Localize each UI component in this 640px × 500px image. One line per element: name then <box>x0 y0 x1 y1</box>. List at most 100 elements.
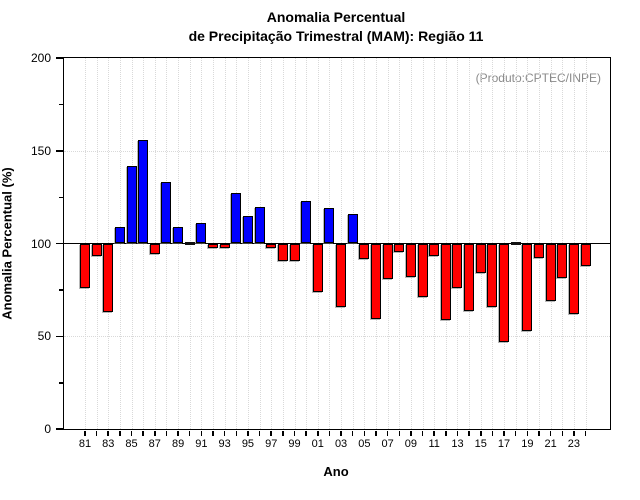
chart-title: Anomalia Percentual de Precipitação Trim… <box>63 8 609 46</box>
x-tick <box>468 430 470 436</box>
bar-1995 <box>242 215 253 244</box>
bar-2006 <box>371 243 381 319</box>
x-tick-label: 13 <box>451 438 464 450</box>
chart-title-line2: de Precipitação Trimestral (MAM): Região… <box>188 28 484 44</box>
bar-2002 <box>324 208 335 244</box>
bar-1987 <box>149 243 160 254</box>
bar-1985 <box>126 165 137 244</box>
x-tick <box>456 430 459 436</box>
y-tick <box>55 57 63 59</box>
bar-2010 <box>417 243 428 298</box>
bar-2017 <box>499 243 510 342</box>
bar-1986 <box>138 139 149 244</box>
x-tick <box>328 430 331 436</box>
bar-1992 <box>208 243 218 249</box>
x-tick-label: 07 <box>381 438 394 450</box>
x-tick <box>433 430 435 436</box>
bar-2024 <box>580 243 591 266</box>
x-tick <box>188 430 191 436</box>
gridline-horizontal <box>64 150 610 152</box>
x-tick <box>293 430 296 436</box>
x-tick-label: 97 <box>265 438 278 450</box>
bar-1981 <box>79 243 90 289</box>
x-tick <box>421 430 424 436</box>
x-tick-label: 19 <box>521 438 534 450</box>
bar-2014 <box>464 243 475 312</box>
x-tick <box>200 430 203 436</box>
x-tick <box>317 430 319 436</box>
x-tick <box>107 430 109 436</box>
x-tick <box>177 430 179 436</box>
y-minor-tick <box>59 196 63 199</box>
bar-1999 <box>289 243 300 262</box>
x-tick <box>351 430 354 436</box>
bar-2001 <box>312 243 323 292</box>
x-tick <box>165 430 168 436</box>
x-tick <box>212 430 214 436</box>
x-tick <box>270 430 272 436</box>
x-tick <box>154 430 156 436</box>
bar-1998 <box>277 243 288 262</box>
y-tick-label: 50 <box>37 329 51 344</box>
bar-2003 <box>336 243 347 307</box>
x-tick-label: 21 <box>544 438 557 450</box>
x-tick <box>142 430 144 436</box>
product-annotation: (Produto:CPTEC/INPE) <box>475 71 601 85</box>
bar-1993 <box>219 243 230 249</box>
bar-1990 <box>184 242 195 245</box>
bar-2011 <box>429 243 440 257</box>
x-tick-label: 09 <box>404 438 418 450</box>
x-tick <box>398 430 401 436</box>
x-tick <box>375 430 377 436</box>
x-tick <box>363 430 366 436</box>
x-tick-label: 91 <box>195 438 208 450</box>
x-axis-title: Ano <box>323 464 349 479</box>
x-tick-label: 15 <box>474 438 487 450</box>
x-tick-label: 87 <box>148 438 161 450</box>
x-tick-label: 11 <box>428 438 440 450</box>
x-tick-label: 01 <box>311 438 324 450</box>
x-tick <box>340 430 342 436</box>
x-tick <box>258 430 261 436</box>
bar-1996 <box>254 207 265 244</box>
x-tick <box>84 430 86 436</box>
bar-2000 <box>301 200 312 244</box>
x-tick <box>386 430 389 436</box>
y-tick <box>55 428 63 430</box>
bar-2007 <box>382 243 393 279</box>
x-tick <box>282 430 284 436</box>
x-tick <box>549 430 552 436</box>
x-tick-label: 95 <box>241 438 255 450</box>
x-tick <box>503 430 505 436</box>
x-tick-label: 93 <box>218 438 231 450</box>
x-tick-label: 17 <box>497 438 511 450</box>
bar-1991 <box>196 223 207 244</box>
y-axis-title: Anomalia Percentual (%) <box>0 167 15 320</box>
x-tick <box>480 430 482 436</box>
gridline-horizontal <box>64 336 610 338</box>
x-tick <box>119 430 121 436</box>
x-tick <box>514 430 517 436</box>
x-tick-label: 85 <box>125 438 138 450</box>
bar-1997 <box>266 243 277 249</box>
y-tick <box>55 150 63 152</box>
y-minor-tick <box>59 382 63 384</box>
bar-2009 <box>405 243 416 277</box>
x-tick <box>573 430 575 436</box>
bar-2013 <box>452 243 463 289</box>
chart-title-line1: Anomalia Percentual <box>266 9 406 25</box>
bar-1994 <box>231 193 242 244</box>
bar-2018 <box>510 242 521 245</box>
x-tick <box>247 430 249 436</box>
bar-2023 <box>568 243 579 314</box>
plot-area: (Produto:CPTEC/INPE) 81 83 85 87 89 91 93 95 97 9… <box>31 51 611 450</box>
x-tick <box>410 430 412 436</box>
x-tick-label: 81 <box>78 438 92 450</box>
x-tick <box>305 430 307 436</box>
y-tick-label: 150 <box>30 143 51 158</box>
x-tick <box>561 430 564 436</box>
bar-1982 <box>91 243 102 257</box>
x-tick <box>223 430 226 436</box>
x-tick <box>235 430 238 436</box>
bar-2005 <box>359 243 370 260</box>
